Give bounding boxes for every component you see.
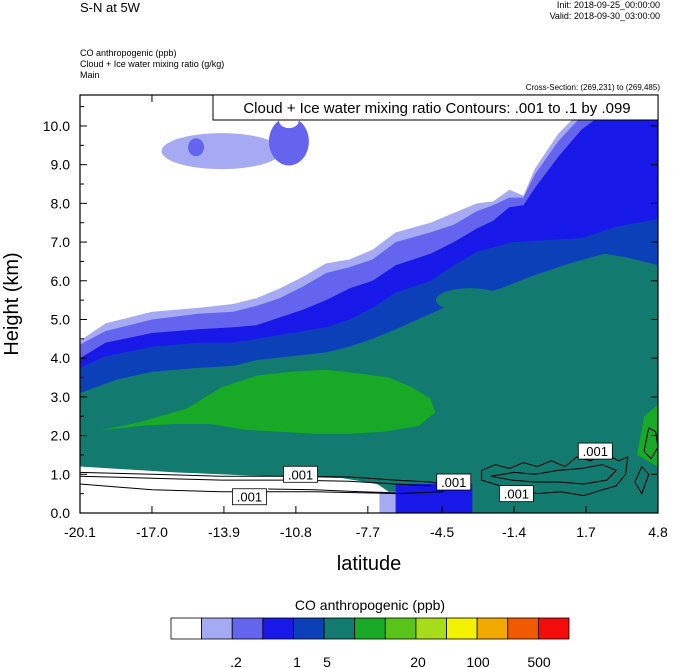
contour-label: .001 [237, 490, 262, 505]
colorbar: .2 1 5 20 100 500 [170, 617, 570, 668]
y-tick-label: 6.0 [51, 273, 71, 289]
x-tick-label: 4.8 [648, 524, 668, 540]
contour-label-box [232, 488, 267, 506]
x-tick-label: -17.0 [136, 524, 168, 540]
colorbar-cell [354, 617, 386, 640]
colorbar-cell [384, 617, 417, 640]
contour-label: .001 [504, 487, 529, 502]
colorbar-cell [446, 617, 478, 640]
colorbar-cell [323, 617, 356, 640]
contour-label-box [577, 442, 613, 460]
plot-title-box: Cloud + Ice water mixing ratio Contours:… [212, 94, 659, 121]
colorbar-cell [231, 617, 264, 640]
x-tick-label: -10.8 [280, 524, 312, 540]
plot-title: Cloud + Ice water mixing ratio Contours:… [243, 100, 630, 117]
contour-label-box [436, 473, 472, 491]
cloud-contour-4 [490, 464, 618, 485]
page-title: S-N at 5W [80, 0, 140, 15]
colorbar-tick-label: 100 [466, 654, 490, 668]
co-layer-5 [93, 369, 436, 434]
axis-ticks: -20.1 -17.0 -13.9 -10.8 -7.7 -4.5 -1.4 1.7 4.8 0.… [43, 95, 668, 540]
y-tick-label: 5.0 [51, 311, 71, 327]
contour-label-box [499, 485, 534, 503]
y-tick-label: 7.0 [51, 234, 71, 250]
y-tick-label: 9.0 [51, 157, 71, 173]
valid-time: Valid: 2018-09-30_03:00:00 [549, 11, 660, 21]
x-tick-label: -20.1 [64, 524, 96, 540]
y-tick-label: 2.0 [51, 428, 71, 444]
colorbar-tick-label: 5 [323, 654, 331, 668]
colorbar-tick-label: 1 [293, 654, 301, 668]
cloud-contour-6 [634, 465, 650, 495]
y-tick-label: 4.0 [51, 350, 71, 366]
x-tick-label: -13.9 [208, 524, 240, 540]
cloud-contour-5 [643, 427, 658, 460]
contour-label: .001 [288, 467, 313, 482]
field-cloud: Cloud + Ice water mixing ratio (g/kg) [80, 59, 225, 69]
colorbar-tick-label: 20 [410, 654, 426, 668]
colorbar-cell [201, 617, 233, 640]
contour-label: .001 [441, 475, 466, 490]
y-tick-label: 1.0 [51, 466, 71, 482]
colorbar-cell [537, 617, 570, 640]
y-tick-label: 3.0 [51, 389, 71, 405]
contour-label-box [283, 465, 318, 483]
x-tick-label: -1.4 [502, 524, 526, 540]
colorbar-cell [293, 617, 325, 640]
upper-blob [161, 133, 282, 170]
colorbar-cell [476, 617, 509, 640]
cloud-contours: .001 .001 .001 .001 .001 [80, 427, 658, 506]
field-list: CO anthropogenic (ppb) Cloud + Ice water… [80, 48, 224, 81]
cloud-contour-2 [267, 488, 396, 494]
co-fill-layers [80, 95, 658, 513]
teal-pocket [435, 288, 504, 313]
contour-label: .001 [583, 444, 608, 459]
x-axis-label: latitude [337, 553, 402, 575]
x-tick-label: -4.5 [430, 524, 454, 540]
y-tick-label: 0.0 [51, 505, 71, 521]
colorbar-cell [262, 617, 294, 640]
upper-blob-core-2 [188, 138, 205, 157]
y-tick-label: 8.0 [51, 195, 71, 211]
x-tick-label: -7.7 [356, 524, 380, 540]
init-time: Init: 2018-09-25_00:00:00 [556, 0, 660, 10]
colorbar-cell [170, 617, 203, 640]
run-info: Init: 2018-09-25_00:00:00 Valid: 2018-09… [550, 0, 660, 22]
y-tick-label: 10.0 [43, 118, 70, 134]
surface-lightblue [379, 491, 396, 513]
x-tick-label: 1.7 [576, 524, 596, 540]
colorbar-cell [415, 617, 447, 640]
cross-section-label: Cross-Section: (269,231) to (269,485) [525, 83, 660, 92]
colorbar-tick-label: .2 [230, 654, 242, 668]
upper-blob-core [268, 117, 309, 166]
field-co: CO anthropogenic (ppb) [80, 48, 177, 58]
field-main: Main [80, 70, 100, 80]
colorbar-title: CO anthropogenic (ppb) [294, 597, 446, 613]
colorbar-tick-label: 500 [527, 654, 551, 668]
colorbar-cell [507, 617, 539, 640]
y-axis-label: Height (km) [1, 252, 23, 355]
